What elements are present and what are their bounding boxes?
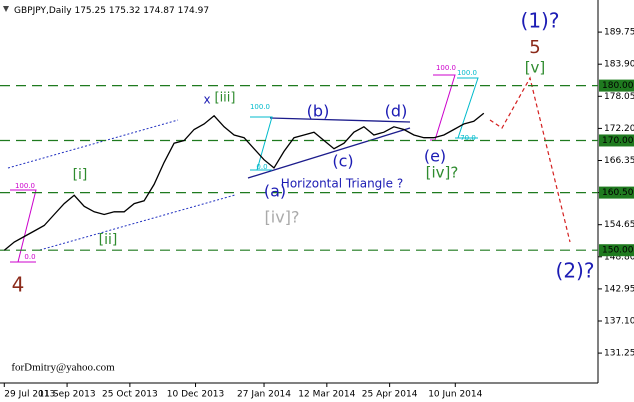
annotation: (b)	[307, 102, 330, 121]
header: GBPJPY,Daily 175.25 175.32 174.87 174.97	[14, 6, 209, 16]
channel-line	[7, 119, 179, 169]
y-tick-label: 178.05	[604, 92, 634, 102]
x-tick-label: 10 Dec 2013	[167, 390, 225, 400]
annotation: (1)?	[521, 9, 560, 33]
level-label: 160.50	[602, 188, 634, 198]
triangle-line	[269, 117, 411, 123]
x-tick-label: 25 Oct 2013	[102, 390, 158, 400]
y-tick-label: 172.20	[604, 124, 634, 134]
annotation: 100.0	[436, 64, 456, 72]
y-tick-label: 183.90	[604, 60, 634, 70]
annotation: (2)?	[556, 259, 595, 283]
annotation: x	[203, 93, 210, 107]
annotation: [iii]	[215, 91, 236, 106]
ohlc-open: 175.25	[74, 6, 106, 16]
triangle-line	[247, 127, 411, 179]
annotation: [v]	[525, 59, 546, 77]
level-tag	[599, 134, 634, 147]
y-tick-label: 166.35	[604, 156, 634, 166]
annotation: Horizontal Triangle ?	[281, 177, 403, 191]
x-tick-label: 10 Jun 2014	[428, 390, 482, 400]
annotation: (d)	[385, 102, 408, 121]
price-line	[3, 112, 485, 251]
x-tick-label: 29 Jul 2013	[4, 390, 55, 400]
x-tick-label: 11 Sep 2013	[39, 390, 96, 400]
annotation: 0.0	[24, 253, 35, 261]
x-tick-label: 12 Mar 2014	[298, 390, 355, 400]
annotation: 4	[12, 273, 25, 297]
level-label: 170.00	[602, 136, 634, 146]
annotation: (a)	[264, 182, 286, 201]
ohlc-high: 175.32	[109, 6, 141, 16]
x-tick-label: 27 Jan 2014	[237, 390, 291, 400]
level-tag	[599, 186, 634, 199]
annotation: [iv]?	[426, 164, 459, 182]
fib-box	[250, 116, 273, 171]
annotation: forDmitry@yahoo.com	[11, 362, 115, 374]
channel-line	[39, 194, 236, 251]
header-icon	[3, 6, 9, 12]
annotation: 100.0	[250, 103, 270, 111]
annotation: (c)	[332, 152, 353, 171]
annotation: 70.0	[460, 134, 476, 142]
level-label: 150.00	[602, 246, 634, 256]
x-tick-label: 25 Apr 2014	[362, 390, 418, 400]
level-tag	[599, 79, 634, 92]
annotation: 100.0	[15, 182, 35, 190]
level-label: 180.00	[602, 81, 634, 91]
level-tag	[599, 244, 634, 257]
annotation: [iv]?	[265, 208, 300, 227]
y-tick-label: 142.95	[604, 284, 634, 294]
annotation: [ii]	[99, 232, 118, 248]
y-tick-label: 131.25	[604, 349, 634, 359]
symbol: GBPJPY,Daily	[14, 6, 72, 16]
ohlc-low: 174.87	[143, 6, 175, 16]
annotation: 5	[529, 37, 540, 58]
y-tick-label: 154.65	[604, 220, 634, 230]
annotation: 0.0	[256, 163, 267, 171]
fib-box	[10, 189, 37, 263]
y-tick-label: 137.10	[604, 316, 634, 326]
annotation: (e)	[424, 147, 446, 166]
annotation: 100.0	[457, 69, 477, 77]
y-tick-label: 189.75	[604, 28, 634, 38]
drawings	[7, 74, 571, 263]
forecast-path	[489, 76, 571, 243]
fib-box	[455, 77, 479, 139]
annotation: [i]	[73, 167, 88, 183]
ohlc-close: 174.97	[178, 6, 210, 16]
y-tick-label: 148.80	[604, 252, 634, 262]
